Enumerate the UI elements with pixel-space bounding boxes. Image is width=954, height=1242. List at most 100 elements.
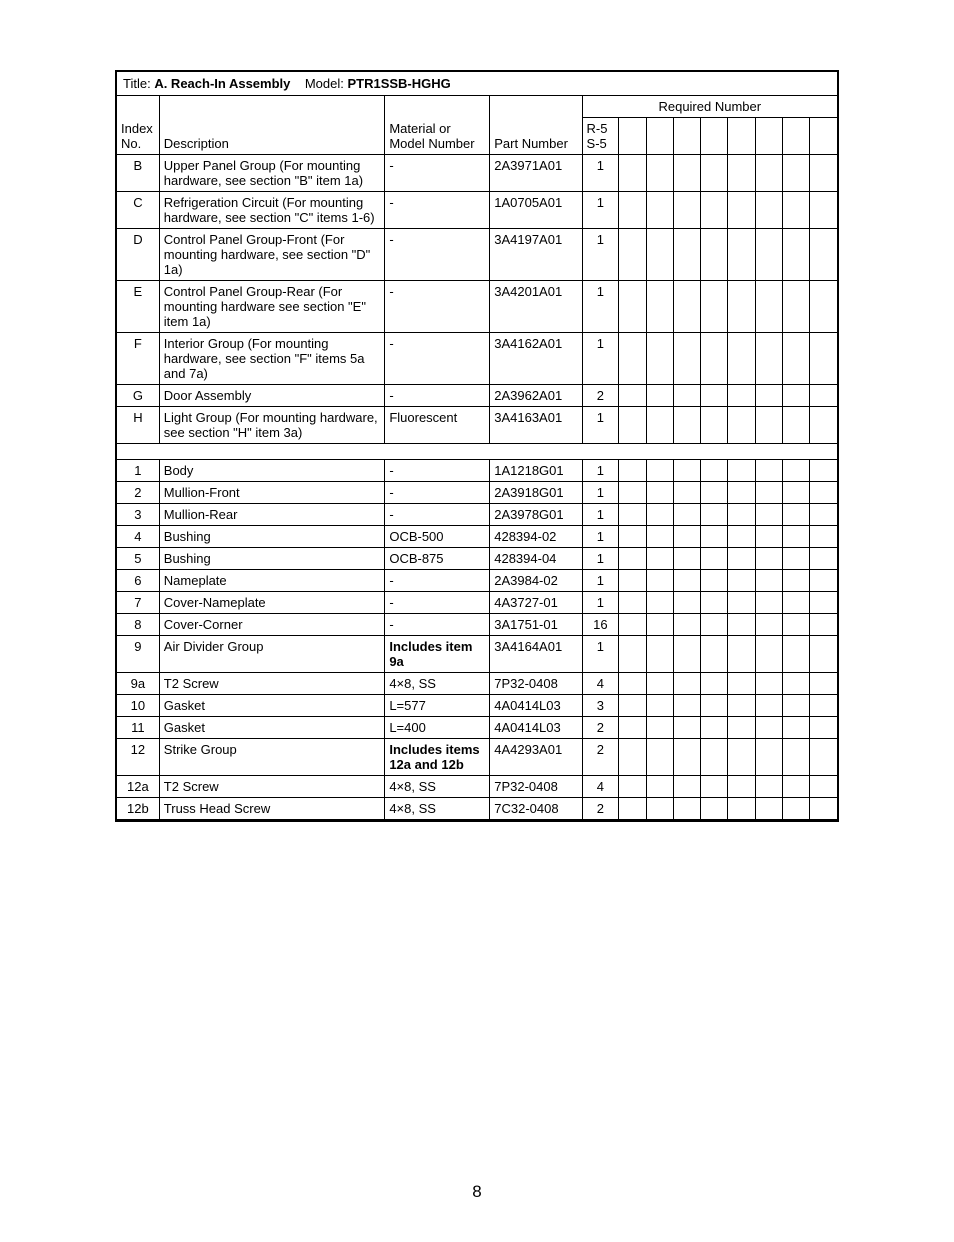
cell-index: 9	[117, 636, 159, 673]
cell-description: T2 Screw	[159, 673, 385, 695]
header-blank	[619, 118, 646, 155]
cell-blank	[755, 717, 782, 739]
cell-blank	[619, 695, 646, 717]
cell-blank	[673, 155, 700, 192]
cell-index: 6	[117, 570, 159, 592]
cell-blank	[701, 526, 728, 548]
cell-blank	[728, 504, 755, 526]
table-row: FInterior Group (For mounting hardware, …	[117, 333, 837, 385]
table-row: 10GasketL=5774A0414L033	[117, 695, 837, 717]
cell-required: 2	[582, 385, 619, 407]
cell-blank	[646, 385, 673, 407]
cell-description: Door Assembly	[159, 385, 385, 407]
cell-blank	[782, 636, 809, 673]
cell-blank	[810, 673, 837, 695]
cell-blank	[810, 548, 837, 570]
cell-blank	[701, 776, 728, 798]
cell-index: 8	[117, 614, 159, 636]
cell-blank	[673, 570, 700, 592]
cell-blank	[810, 504, 837, 526]
cell-blank	[673, 333, 700, 385]
cell-blank	[646, 798, 673, 820]
table-row: 11GasketL=4004A0414L032	[117, 717, 837, 739]
cell-index: E	[117, 281, 159, 333]
cell-description: Mullion-Front	[159, 482, 385, 504]
cell-required: 4	[582, 776, 619, 798]
cell-required: 1	[582, 460, 619, 482]
cell-part-number: 1A1218G01	[490, 460, 582, 482]
cell-index: 9a	[117, 673, 159, 695]
cell-blank	[810, 155, 837, 192]
cell-index: 4	[117, 526, 159, 548]
cell-blank	[646, 482, 673, 504]
cell-blank	[646, 192, 673, 229]
cell-blank	[619, 776, 646, 798]
cell-required: 2	[582, 739, 619, 776]
cell-required: 1	[582, 407, 619, 444]
cell-blank	[810, 281, 837, 333]
cell-blank	[810, 614, 837, 636]
cell-part-number: 4A0414L03	[490, 695, 582, 717]
cell-blank	[728, 636, 755, 673]
cell-blank	[728, 695, 755, 717]
header-req-text: Required Number	[658, 99, 761, 114]
cell-material: L=577	[385, 695, 490, 717]
cell-blank	[782, 570, 809, 592]
cell-blank	[728, 460, 755, 482]
cell-blank	[755, 192, 782, 229]
cell-required: 1	[582, 482, 619, 504]
cell-blank	[701, 482, 728, 504]
cell-blank	[646, 526, 673, 548]
cell-blank	[701, 155, 728, 192]
cell-required: 2	[582, 717, 619, 739]
cell-blank	[755, 504, 782, 526]
cell-description: Refrigeration Circuit (For mounting hard…	[159, 192, 385, 229]
cell-description: Air Divider Group	[159, 636, 385, 673]
cell-blank	[646, 717, 673, 739]
cell-blank	[810, 739, 837, 776]
cell-blank	[810, 460, 837, 482]
cell-blank	[619, 717, 646, 739]
header-blank	[646, 118, 673, 155]
header-part-text: Part Number	[494, 136, 568, 151]
cell-blank	[755, 333, 782, 385]
cell-blank	[619, 460, 646, 482]
cell-blank	[810, 192, 837, 229]
cell-description: Light Group (For mounting hardware, see …	[159, 407, 385, 444]
table-row: 9aT2 Screw4×8, SS7P32-04084	[117, 673, 837, 695]
cell-description: T2 Screw	[159, 776, 385, 798]
cell-blank	[782, 460, 809, 482]
header-mat-text: Material or Model Number	[389, 121, 474, 151]
cell-material: -	[385, 504, 490, 526]
cell-blank	[646, 592, 673, 614]
cell-required: 16	[582, 614, 619, 636]
title-row: Title: A. Reach-In Assembly Model: PTR1S…	[117, 72, 837, 96]
cell-index: 12	[117, 739, 159, 776]
cell-blank	[646, 504, 673, 526]
table-row: 9Air Divider GroupIncludes item 9a3A4164…	[117, 636, 837, 673]
table-row: GDoor Assembly-2A3962A012	[117, 385, 837, 407]
cell-blank	[728, 776, 755, 798]
cell-required: 1	[582, 333, 619, 385]
cell-blank	[755, 229, 782, 281]
cell-blank	[701, 407, 728, 444]
cell-blank	[755, 592, 782, 614]
cell-blank	[619, 504, 646, 526]
cell-blank	[673, 614, 700, 636]
cell-blank	[619, 739, 646, 776]
header-index: Index No.	[117, 96, 159, 155]
header-part: Part Number	[490, 96, 582, 155]
cell-material: -	[385, 570, 490, 592]
spacer-cell	[117, 444, 837, 460]
cell-blank	[782, 281, 809, 333]
cell-material: OCB-875	[385, 548, 490, 570]
cell-blank	[701, 460, 728, 482]
cell-blank	[782, 739, 809, 776]
cell-blank	[646, 739, 673, 776]
table-row: 1Body-1A1218G011	[117, 460, 837, 482]
cell-blank	[673, 636, 700, 673]
cell-description: Interior Group (For mounting hardware, s…	[159, 333, 385, 385]
cell-blank	[619, 592, 646, 614]
cell-blank	[701, 717, 728, 739]
header-blank	[728, 118, 755, 155]
